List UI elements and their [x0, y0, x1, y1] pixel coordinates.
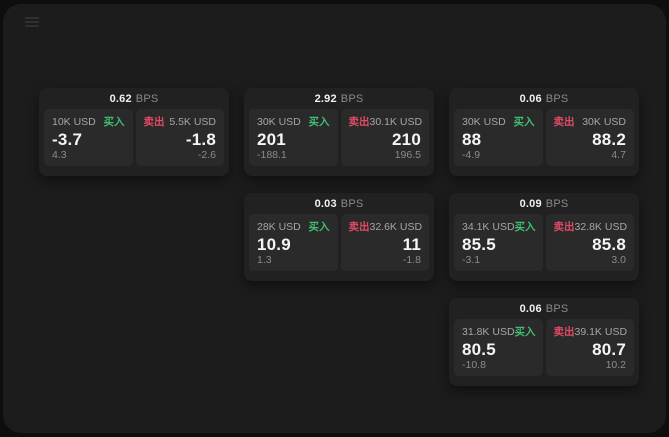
buy-panel[interactable]: 10K USD 买入 -3.7 4.3	[44, 109, 133, 166]
sell-panel[interactable]: 卖出 32.8K USD 85.8 3.0	[545, 214, 634, 271]
sell-side-label: 卖出	[348, 221, 370, 233]
buy-amount: 10K USD	[52, 116, 96, 128]
buy-side-label: 买入	[514, 221, 536, 233]
buy-delta: 4.3	[52, 149, 67, 161]
menu-icon[interactable]	[24, 15, 40, 29]
quote-card: 0.03 BPS 28K USD 买入 10.9 1.3 卖出 32.6K USD…	[244, 193, 434, 281]
buy-panel[interactable]: 31.8K USD 买入 80.5 -10.8	[454, 319, 543, 376]
bps-value: 0.06	[519, 93, 542, 105]
bps-value: 0.03	[314, 198, 337, 210]
sell-panel[interactable]: 卖出 32.6K USD 11 -1.8	[340, 214, 429, 271]
bps-unit: BPS	[135, 93, 159, 105]
bps-unit: BPS	[340, 93, 364, 105]
quote-card: 0.62 BPS 10K USD 买入 -3.7 4.3 卖出 5.5K USD …	[39, 88, 229, 176]
bps-unit: BPS	[545, 303, 569, 315]
bps-unit: BPS	[545, 93, 569, 105]
quote-card: 0.06 BPS 30K USD 买入 88 -4.9 卖出 30K USD 88…	[449, 88, 639, 176]
sell-panel[interactable]: 卖出 5.5K USD -1.8 -2.6	[135, 109, 224, 166]
sell-side-label: 卖出	[553, 221, 575, 233]
sell-delta: -1.8	[402, 254, 421, 266]
buy-amount: 30K USD	[257, 116, 301, 128]
bps-value: 0.62	[109, 93, 132, 105]
card-header: 0.03 BPS	[244, 193, 434, 214]
buy-side-label: 买入	[514, 326, 536, 338]
sell-delta: 3.0	[611, 254, 626, 266]
sell-price: -1.8	[185, 130, 216, 149]
sell-price: 80.7	[592, 340, 626, 359]
bps-value: 2.92	[314, 93, 337, 105]
sell-delta: 10.2	[605, 359, 626, 371]
card-header: 2.92 BPS	[244, 88, 434, 109]
buy-side-label: 买入	[308, 116, 330, 128]
sell-price: 11	[402, 235, 421, 254]
sell-side-label: 卖出	[553, 326, 575, 338]
buy-delta: -10.8	[462, 359, 486, 371]
bps-value: 0.06	[519, 303, 542, 315]
buy-amount: 31.8K USD	[462, 326, 515, 338]
buy-price: 10.9	[257, 235, 291, 254]
sell-price: 85.8	[592, 235, 626, 254]
sell-panel[interactable]: 卖出 30.1K USD 210 196.5	[340, 109, 429, 166]
sell-amount: 39.1K USD	[574, 326, 628, 338]
quote-card: 0.09 BPS 34.1K USD 买入 85.5 -3.1 卖出 32.8K …	[449, 193, 639, 281]
sell-side-label: 卖出	[143, 116, 165, 128]
sell-amount: 30.1K USD	[369, 116, 423, 128]
buy-price: 85.5	[462, 235, 496, 254]
sell-side-label: 卖出	[553, 116, 575, 128]
buy-delta: -188.1	[257, 149, 287, 161]
sell-panel[interactable]: 卖出 39.1K USD 80.7 10.2	[545, 319, 634, 376]
sell-amount: 32.8K USD	[574, 221, 628, 233]
card-header: 0.62 BPS	[39, 88, 229, 109]
sell-delta: 4.7	[611, 149, 626, 161]
buy-side-label: 买入	[513, 116, 535, 128]
buy-delta: -4.9	[462, 149, 481, 161]
buy-price: -3.7	[52, 130, 83, 149]
card-header: 0.06 BPS	[449, 298, 639, 319]
quote-card: 0.06 BPS 31.8K USD 买入 80.5 -10.8 卖出 39.1K…	[449, 298, 639, 386]
bps-unit: BPS	[340, 198, 364, 210]
quote-card: 2.92 BPS 30K USD 买入 201 -188.1 卖出 30.1K U…	[244, 88, 434, 176]
sell-amount: 30K USD	[582, 116, 626, 128]
buy-panel[interactable]: 30K USD 买入 201 -188.1	[249, 109, 338, 166]
sell-panel[interactable]: 卖出 30K USD 88.2 4.7	[545, 109, 634, 166]
buy-price: 201	[257, 130, 286, 149]
buy-amount: 28K USD	[257, 221, 301, 233]
sell-amount: 5.5K USD	[169, 116, 216, 128]
buy-delta: -3.1	[462, 254, 481, 266]
bps-unit: BPS	[545, 198, 569, 210]
buy-side-label: 买入	[103, 116, 125, 128]
buy-panel[interactable]: 34.1K USD 买入 85.5 -3.1	[454, 214, 543, 271]
bps-value: 0.09	[519, 198, 542, 210]
card-header: 0.06 BPS	[449, 88, 639, 109]
sell-side-label: 卖出	[348, 116, 370, 128]
app-panel: 0.62 BPS 10K USD 买入 -3.7 4.3 卖出 5.5K USD …	[3, 4, 666, 433]
buy-delta: 1.3	[257, 254, 272, 266]
sell-delta: 196.5	[394, 149, 421, 161]
buy-panel[interactable]: 30K USD 买入 88 -4.9	[454, 109, 543, 166]
sell-price: 210	[392, 130, 421, 149]
sell-amount: 32.6K USD	[369, 221, 423, 233]
buy-side-label: 买入	[308, 221, 330, 233]
buy-amount: 30K USD	[462, 116, 506, 128]
card-header: 0.09 BPS	[449, 193, 639, 214]
buy-panel[interactable]: 28K USD 买入 10.9 1.3	[249, 214, 338, 271]
sell-delta: -2.6	[197, 149, 216, 161]
buy-amount: 34.1K USD	[462, 221, 515, 233]
buy-price: 80.5	[462, 340, 496, 359]
sell-price: 88.2	[592, 130, 626, 149]
buy-price: 88	[462, 130, 482, 149]
